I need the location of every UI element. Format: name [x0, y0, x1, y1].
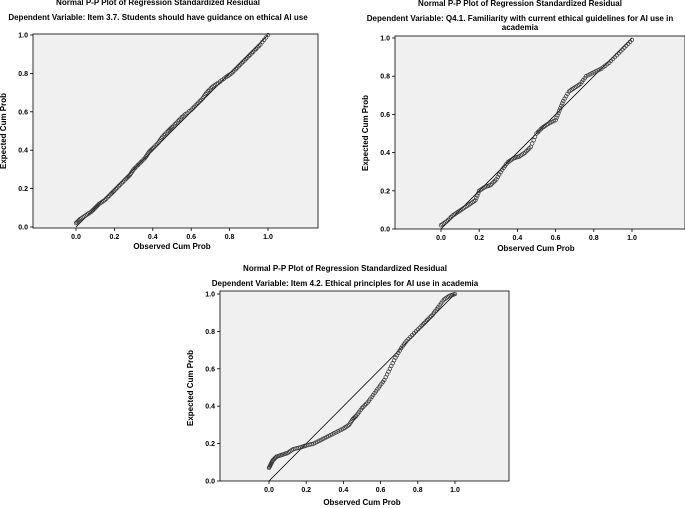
- data-point: [359, 405, 365, 411]
- y-tick-label: 1.0: [380, 36, 390, 43]
- x-tick-label: 0.6: [186, 234, 196, 241]
- y-tick-label: 0.4: [18, 148, 28, 155]
- data-point: [265, 32, 271, 38]
- pp-plot-3: Normal P-P Plot of Regression Standardiz…: [186, 264, 510, 507]
- data-point: [427, 315, 433, 320]
- y-tick-label: 0.6: [18, 109, 28, 116]
- x-tick-label: 0.4: [513, 235, 523, 242]
- data-point: [559, 103, 564, 108]
- data-point: [149, 147, 154, 152]
- data-point: [362, 403, 367, 408]
- x-tick-label: 0.6: [551, 235, 561, 242]
- data-point: [629, 37, 635, 43]
- chart-title: Normal P-P Plot of Regression Standardiz…: [418, 0, 622, 8]
- y-tick-label: 0.2: [205, 441, 215, 448]
- y-tick-label: 0.0: [18, 225, 28, 232]
- data-point: [426, 316, 431, 321]
- y-tick-label: 0.6: [205, 366, 215, 373]
- y-axis-label: Expected Cum Prob: [0, 93, 8, 169]
- data-point: [476, 191, 481, 196]
- data-point: [364, 401, 369, 407]
- x-tick-label: 0.4: [148, 234, 158, 241]
- x-tick-label: 0.8: [589, 235, 599, 242]
- data-point: [554, 115, 559, 120]
- pp-plot-1: Normal P-P Plot of Regression Standardiz…: [0, 0, 319, 251]
- x-tick-label: 0.2: [301, 487, 311, 494]
- data-point: [557, 108, 562, 113]
- chart-title: Normal P-P Plot of Regression Standardiz…: [243, 264, 447, 273]
- x-tick-label: 0.2: [474, 235, 484, 242]
- data-point: [475, 193, 480, 198]
- x-tick-label: 0.0: [71, 234, 81, 241]
- data-point: [168, 125, 174, 131]
- data-point: [553, 117, 558, 123]
- reference-line: [268, 293, 456, 482]
- x-tick-label: 0.8: [225, 234, 235, 241]
- x-tick-label: 0.8: [413, 487, 423, 494]
- data-point: [361, 404, 366, 409]
- data-point: [473, 198, 478, 203]
- y-tick-label: 1.0: [205, 292, 215, 299]
- x-tick-label: 0.0: [436, 235, 446, 242]
- x-axis-label: Observed Cum Prob: [497, 244, 574, 253]
- y-tick-label: 1.0: [18, 33, 28, 40]
- x-tick-label: 1.0: [263, 234, 273, 241]
- y-axis-label: Expected Cum Prob: [186, 350, 195, 426]
- y-tick-label: 0.4: [380, 150, 390, 157]
- data-point: [555, 113, 560, 118]
- x-tick-label: 1.0: [450, 487, 460, 494]
- plot-area: [219, 290, 510, 482]
- data-point: [560, 101, 565, 106]
- x-tick-label: 0.2: [110, 234, 120, 241]
- chart-subtitle-line2: academia: [502, 23, 539, 32]
- data-point: [424, 318, 430, 323]
- y-tick-label: 0.0: [205, 479, 215, 486]
- chart-subtitle: Dependent Variable: Q4.1. Familiarity wi…: [367, 14, 674, 23]
- chart-title: Normal P-P Plot of Regression Standardiz…: [56, 0, 260, 7]
- pp-plot-2: Normal P-P Plot of Regression Standardiz…: [361, 0, 685, 253]
- data-point: [474, 195, 479, 201]
- plot-area: [32, 33, 319, 229]
- data-point: [423, 319, 428, 324]
- x-axis-label: Observed Cum Prob: [323, 498, 400, 507]
- y-tick-label: 0.8: [380, 74, 390, 81]
- x-tick-label: 1.0: [627, 235, 637, 242]
- x-axis-label: Observed Cum Prob: [133, 242, 210, 251]
- data-point: [422, 320, 427, 326]
- data-point: [452, 291, 458, 297]
- data-point: [558, 106, 563, 111]
- y-tick-label: 0.2: [380, 188, 390, 195]
- y-tick-label: 0.4: [205, 404, 215, 411]
- y-tick-label: 0.0: [380, 227, 390, 234]
- data-point: [556, 110, 561, 116]
- x-tick-label: 0.6: [376, 487, 386, 494]
- data-point: [111, 189, 116, 194]
- y-axis-label: Expected Cum Prob: [361, 95, 370, 171]
- x-tick-label: 0.4: [339, 487, 349, 494]
- data-point: [353, 414, 358, 419]
- y-tick-label: 0.6: [380, 112, 390, 119]
- data-point: [429, 313, 434, 319]
- y-tick-label: 0.2: [18, 186, 28, 193]
- y-tick-label: 0.8: [205, 329, 215, 336]
- chart-subtitle: Dependent Variable: Item 4.2. Ethical pr…: [212, 279, 479, 288]
- y-tick-label: 0.8: [18, 71, 28, 78]
- data-point: [309, 441, 314, 447]
- x-tick-label: 0.0: [264, 487, 274, 494]
- data-point: [419, 323, 424, 328]
- chart-subtitle: Dependent Variable: Item 3.7. Students s…: [8, 13, 308, 22]
- data-point: [420, 322, 426, 327]
